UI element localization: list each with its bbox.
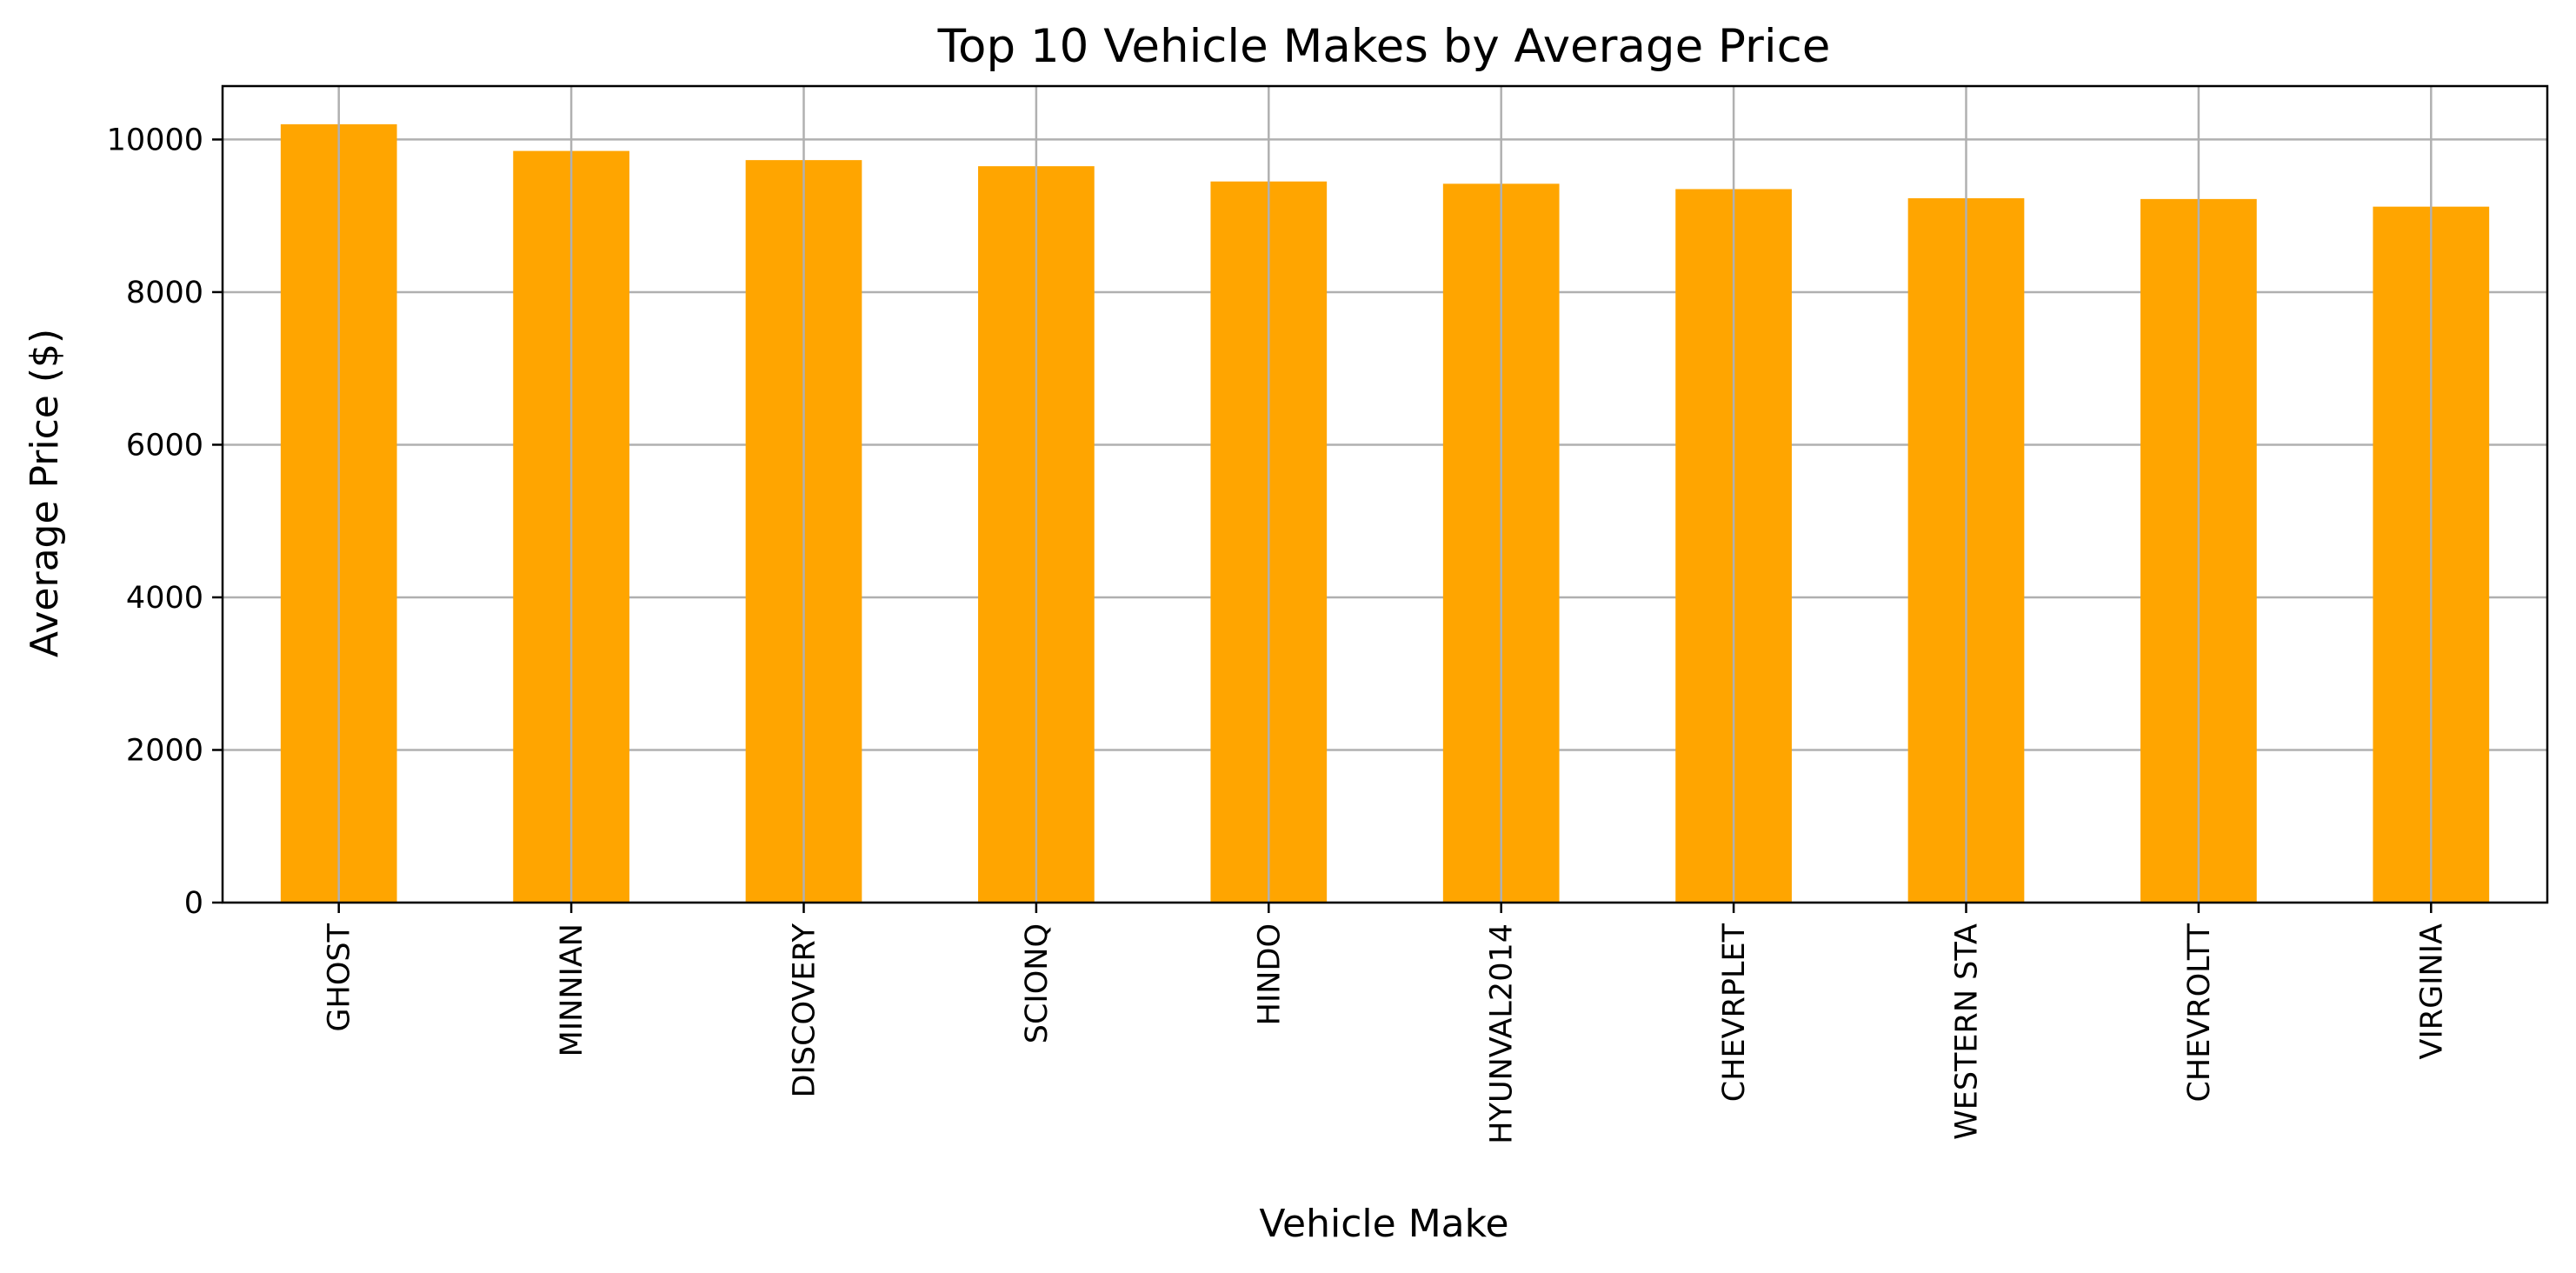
y-tick-label: 6000 [126, 428, 203, 463]
y-tick-label: 10000 [107, 123, 203, 157]
plot-frame [221, 84, 2549, 904]
x-axis-ticks: GHOST MINNIAN DISCOVERY SCIONQ HINDO HYUNVAL2… [323, 903, 2449, 1144]
y-tick-label: 2000 [126, 733, 203, 768]
x-tick-label: DISCOVERY [788, 923, 822, 1097]
x-tick-label: SCIONQ [1020, 923, 1055, 1043]
x-tick-label: HINDO [1252, 923, 1287, 1025]
bars [280, 86, 2490, 903]
y-tick-label: 0 [184, 886, 203, 921]
y-axis-ticks: 0 2000 4000 6000 8000 10000 [107, 123, 223, 921]
y-tick-label: 8000 [126, 276, 203, 310]
x-tick-label: WESTERN STA [1950, 923, 1985, 1140]
x-tick-label: HYUNVAL2014 [1485, 923, 1520, 1144]
y-tick-label: 4000 [126, 581, 203, 616]
x-tick-label: GHOST [323, 923, 357, 1031]
x-tick-label: VIRGINIA [2414, 923, 2449, 1060]
y-axis-title: Average Price ($) [23, 329, 67, 657]
x-tick-label: CHEVRPLET [1717, 923, 1752, 1102]
x-axis-title: Vehicle Make [1259, 1202, 1508, 1246]
chart-title: Top 10 Vehicle Makes by Average Price [937, 20, 1831, 73]
x-tick-label: CHEVROLTT [2182, 923, 2217, 1102]
x-tick-label: MINNIAN [555, 923, 589, 1056]
